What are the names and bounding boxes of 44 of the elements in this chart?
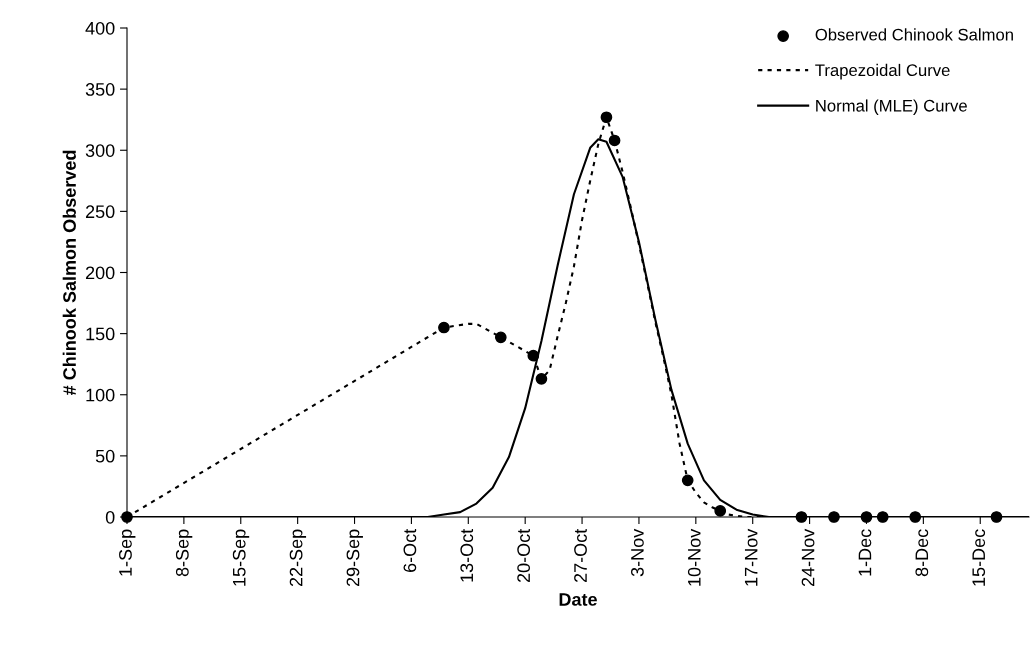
point xyxy=(438,321,450,334)
y-tick-label: 150 xyxy=(86,327,115,341)
legend-label: Normal (MLE) Curve xyxy=(816,99,967,115)
y-tick-label: 100 xyxy=(86,388,115,402)
y-axis-title: # Chinook Salmon Observed xyxy=(62,150,76,396)
x-tick-label: 15-Dec xyxy=(972,529,986,586)
x-tick-label: 15-Sep xyxy=(232,529,250,586)
legend-label: Trapezoidal Curve xyxy=(815,63,950,80)
x-tick-label: 27-Oct xyxy=(574,528,587,583)
y-tick-label: 400 xyxy=(85,21,115,35)
x-tick-label: 13-Oct xyxy=(460,528,474,582)
x-tick-label: 1-Sep xyxy=(119,529,136,576)
point xyxy=(600,111,613,124)
x-tick-label: 22-Sep xyxy=(289,529,307,587)
point xyxy=(860,511,873,523)
x-tick-label: 6-Oct xyxy=(403,528,417,573)
point xyxy=(828,511,840,523)
point xyxy=(681,474,694,487)
y-tick-label: 350 xyxy=(85,83,115,96)
x-axis-title: Date xyxy=(559,593,597,606)
y-tick-label: 0 xyxy=(105,510,115,524)
point xyxy=(535,373,548,385)
y-tick-label: 200 xyxy=(85,266,115,280)
point xyxy=(527,349,540,362)
legend-label: Observed Chinook Salmon xyxy=(815,28,1013,41)
y-tick-label: 300 xyxy=(85,144,115,157)
x-tick-label: 1-Dec xyxy=(858,529,872,576)
point xyxy=(909,511,922,523)
x-tick-label: 29-Sep xyxy=(346,529,363,587)
y-tick-label: 50 xyxy=(95,449,115,463)
x-tick-label: 20-Oct xyxy=(517,528,531,583)
x-tick-label: 10-Nov xyxy=(687,528,701,586)
point xyxy=(608,134,621,147)
point xyxy=(714,505,727,517)
x-tick-label: 3-Nov xyxy=(631,528,644,577)
point xyxy=(795,511,808,523)
x-tick-label: 8-Dec xyxy=(915,529,929,577)
point xyxy=(990,511,1003,523)
point xyxy=(876,511,889,523)
y-tick-label: 250 xyxy=(85,205,115,219)
point xyxy=(494,331,507,344)
x-tick-label: 24-Nov xyxy=(801,528,815,587)
x-tick-label: 17-Nov xyxy=(744,528,758,586)
x-tick-label: 8-Sep xyxy=(175,529,193,577)
